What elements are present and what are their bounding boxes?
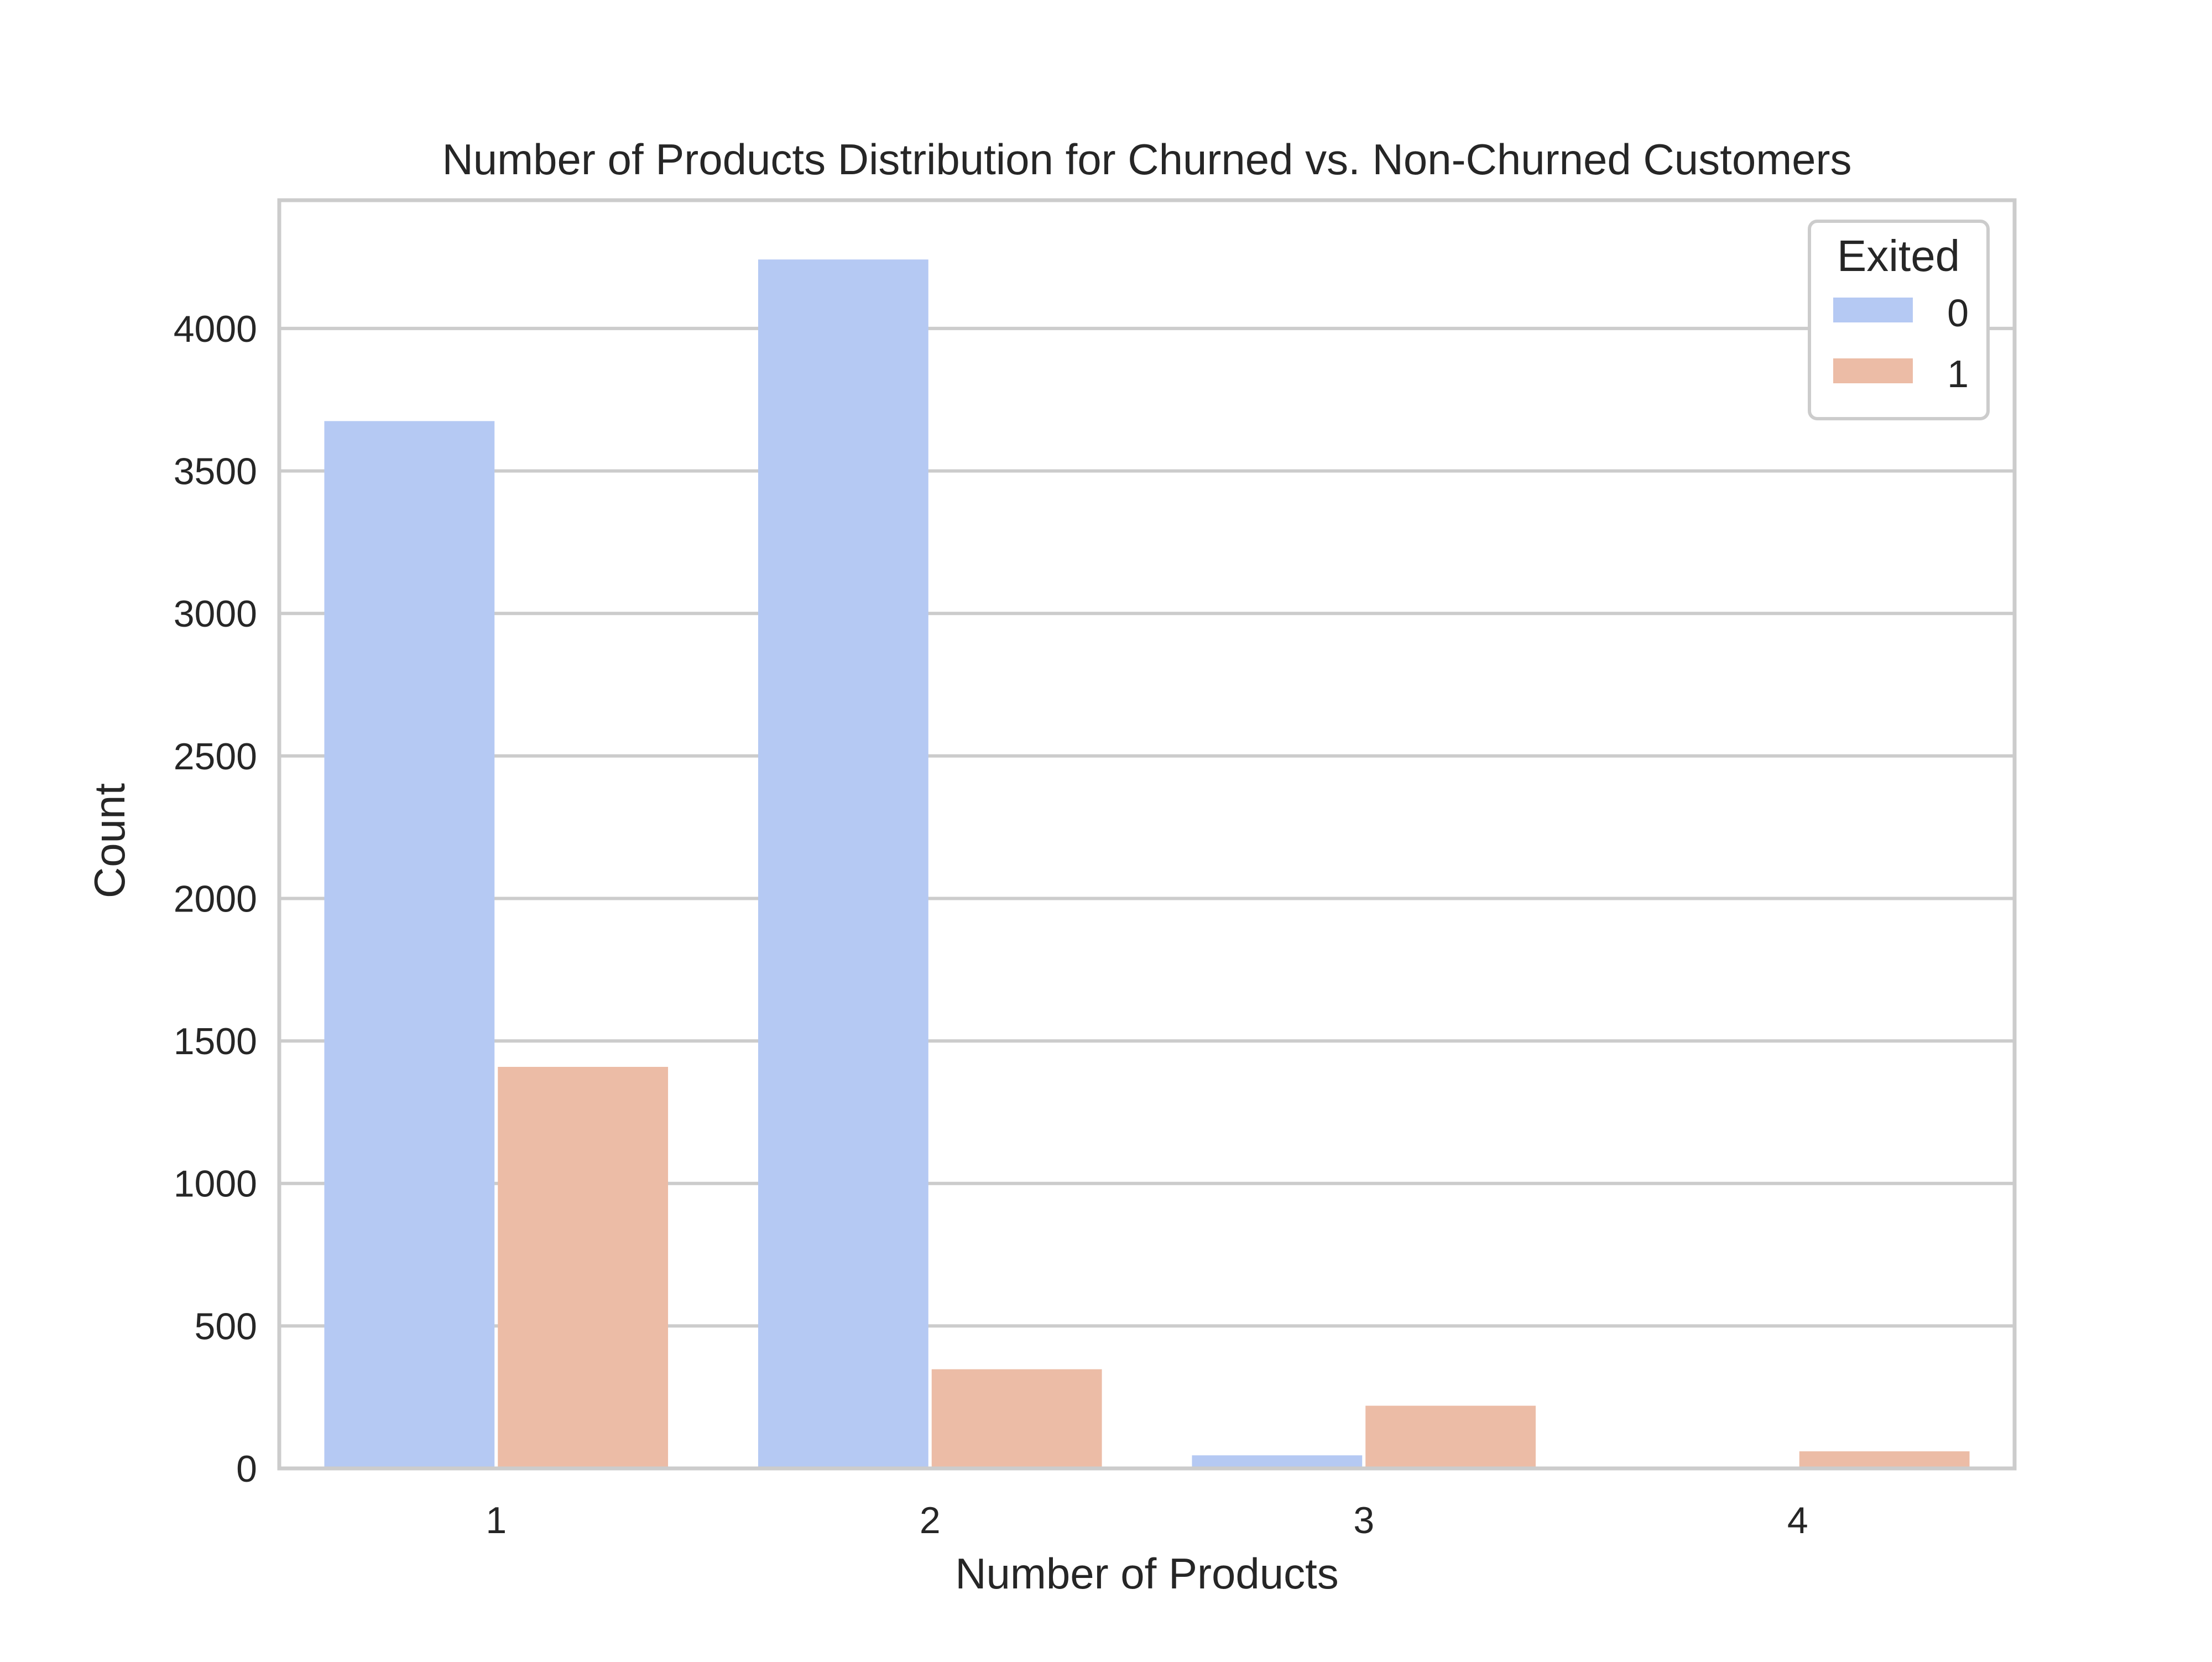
bar-2-exited-1 — [931, 1369, 1102, 1468]
bars — [324, 259, 1970, 1468]
legend-items: 01 — [1833, 291, 1969, 395]
legend-title: Exited — [1837, 231, 1960, 280]
x-tick-label-2: 2 — [920, 1499, 941, 1541]
x-tick-label-3: 3 — [1353, 1499, 1374, 1541]
plot-frame — [277, 198, 2017, 1471]
legend-label-1: 1 — [1947, 352, 1969, 395]
x-tick-labels: 1 2 3 4 — [486, 1499, 1808, 1541]
bar-4-exited-1 — [1799, 1451, 1970, 1468]
y-tick-label-3500: 3500 — [174, 451, 257, 493]
x-tick-label-4: 4 — [1787, 1499, 1808, 1541]
chart-title: Number of Products Distribution for Chur… — [442, 135, 1851, 184]
y-tick-label-4000: 4000 — [174, 308, 257, 350]
x-axis-title: Number of Products — [955, 1549, 1339, 1598]
legend-swatch-0 — [1833, 298, 1913, 322]
bar-1-exited-1 — [498, 1066, 669, 1468]
bar-1-exited-0 — [324, 421, 495, 1468]
y-tick-label-0: 0 — [236, 1448, 257, 1490]
y-tick-label-1000: 1000 — [174, 1163, 257, 1205]
y-tick-label-500: 500 — [195, 1305, 257, 1347]
y-tick-label-2000: 2000 — [174, 878, 257, 920]
x-tick-label-1: 1 — [486, 1499, 507, 1541]
legend-swatch-1 — [1833, 358, 1913, 383]
y-tick-label-2500: 2500 — [174, 736, 257, 778]
y-axis-title: Count — [85, 783, 134, 898]
bar-3-exited-1 — [1365, 1405, 1536, 1468]
legend: Exited 01 — [1808, 220, 1990, 420]
y-tick-label-3000: 3000 — [174, 593, 257, 635]
y-tick-label-1500: 1500 — [174, 1020, 257, 1062]
bar-2-exited-0 — [758, 259, 928, 1468]
y-tick-labels: 0 500 1000 1500 2000 2500 3000 3500 4000 — [174, 308, 257, 1490]
bar-3-exited-0 — [1192, 1455, 1363, 1468]
legend-label-0: 0 — [1947, 291, 1969, 335]
